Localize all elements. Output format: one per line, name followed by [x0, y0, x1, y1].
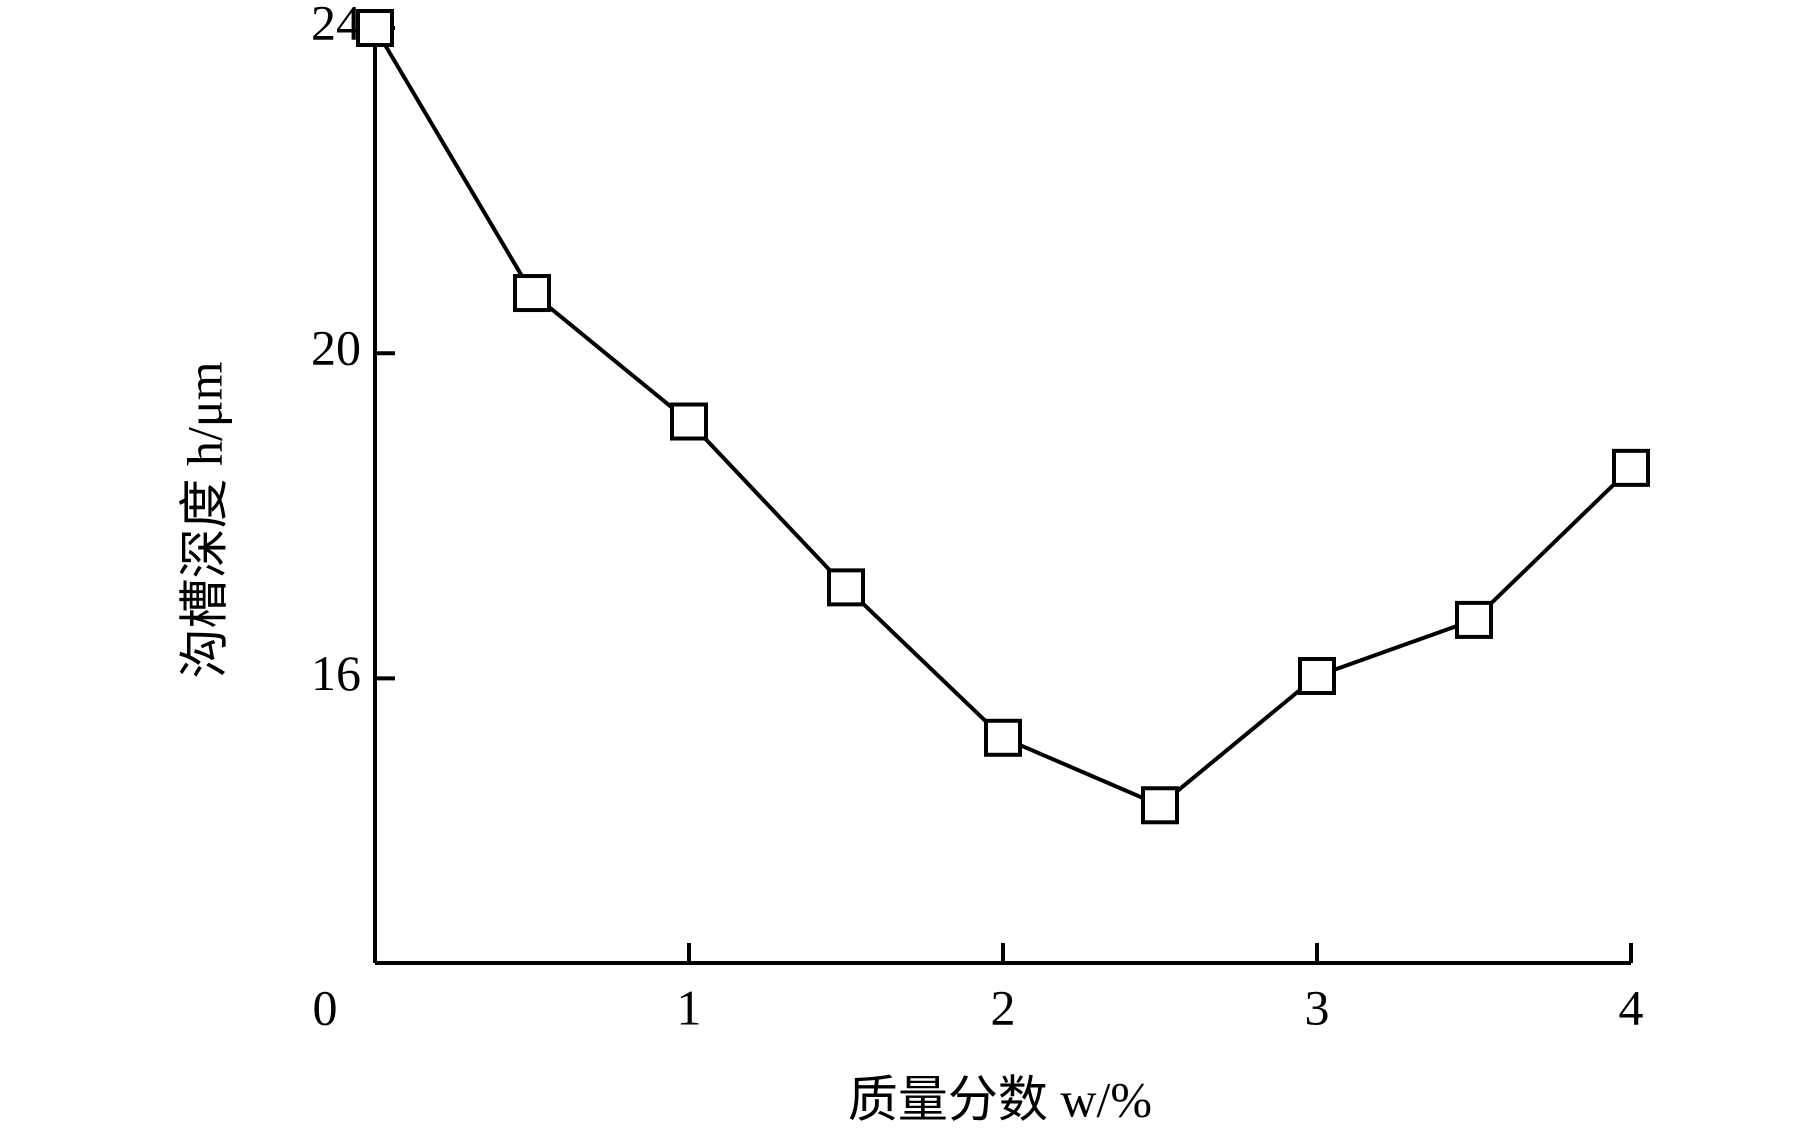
y-axis-label: 沟槽深度 h/μm	[176, 361, 232, 678]
x-tick-label: 4	[1619, 979, 1644, 1035]
data-point	[984, 718, 1022, 757]
x-tick-label: 2	[991, 979, 1016, 1035]
y-tick-label: 24	[311, 0, 361, 50]
data-point	[513, 274, 551, 313]
data-point	[1298, 656, 1336, 695]
y-tick-label: 20	[311, 320, 361, 376]
y-tick-label: 16	[311, 645, 361, 701]
data-point	[1612, 448, 1650, 487]
data-point	[827, 568, 865, 607]
data-point	[670, 402, 708, 441]
data-point	[356, 9, 394, 47]
x-tick-label: 3	[1305, 979, 1330, 1035]
data-line	[373, 26, 1633, 808]
x-tick-label: 0	[313, 979, 338, 1035]
x-axis-label: 质量分数 w/%	[848, 1071, 1152, 1127]
data-point	[1141, 786, 1179, 825]
data-point	[1455, 600, 1493, 639]
x-tick-label: 1	[677, 979, 702, 1035]
